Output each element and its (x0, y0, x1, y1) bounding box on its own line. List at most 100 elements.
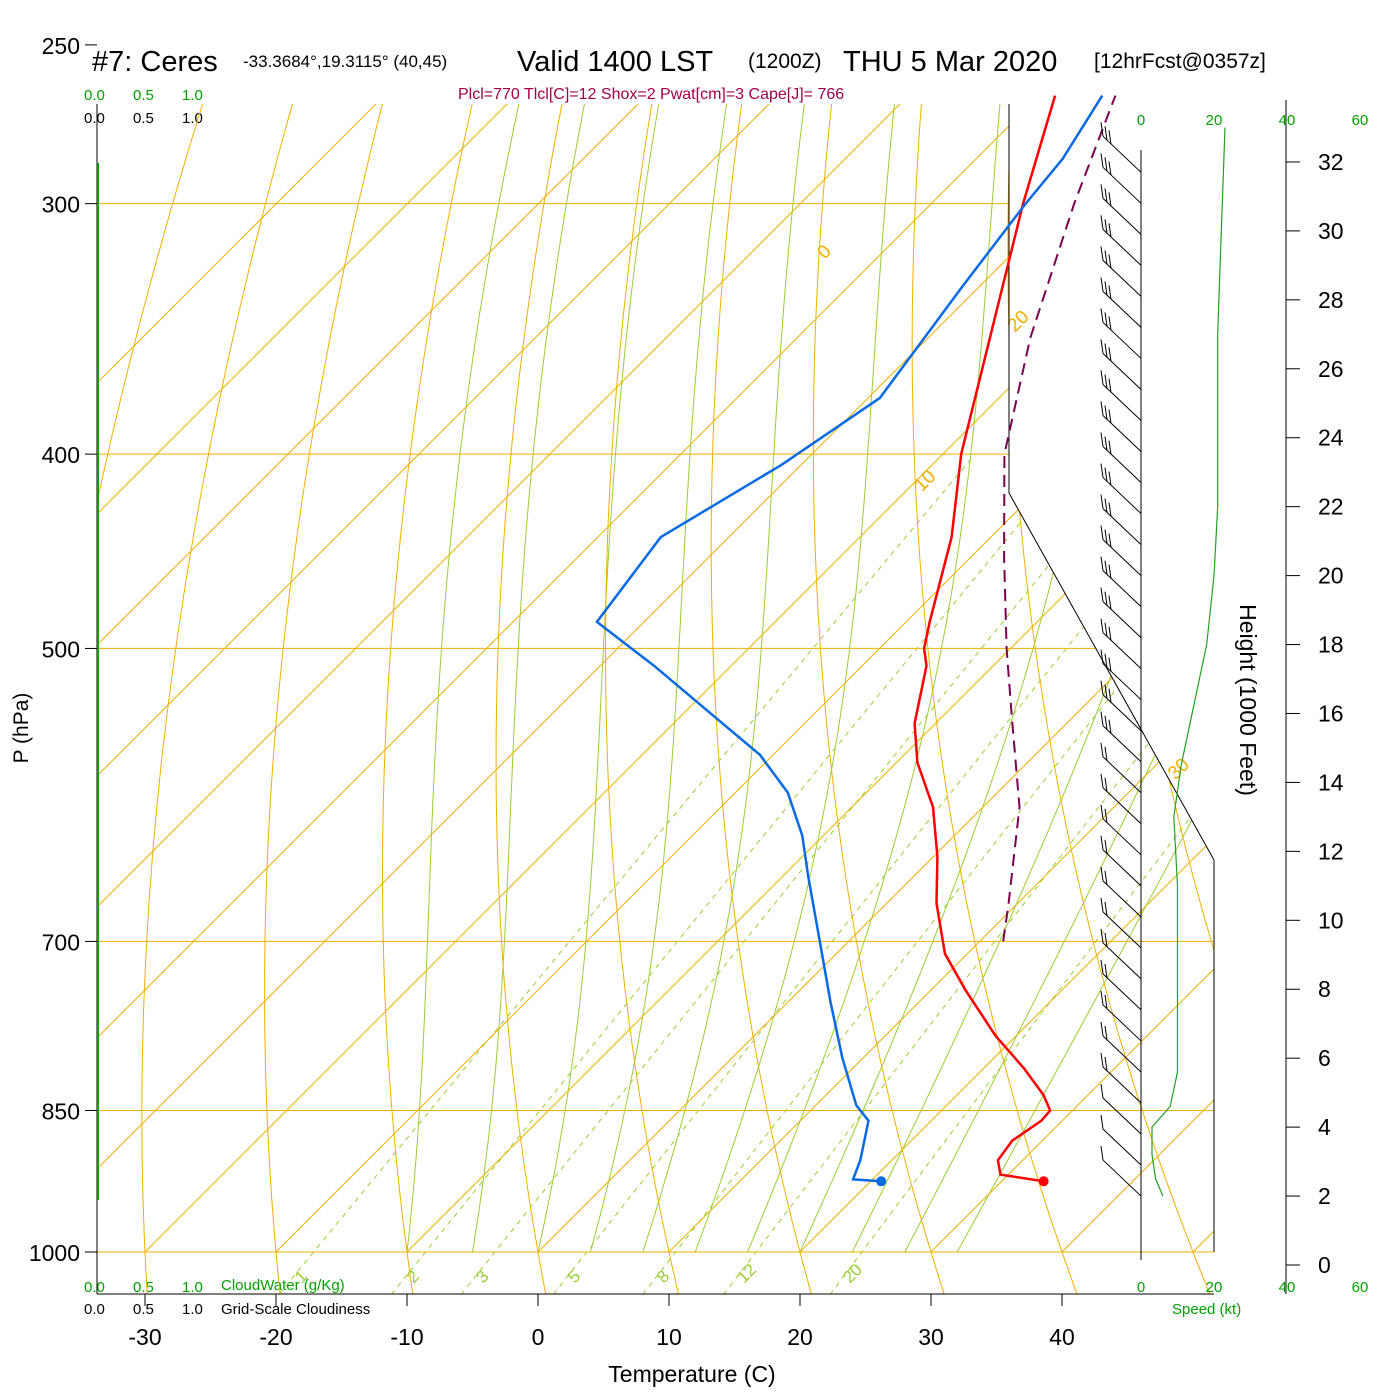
wind-barb-flag (1108, 533, 1112, 548)
height-tick-label: 28 (1318, 287, 1344, 313)
wind-barb-flag (1104, 591, 1108, 606)
wind-barb (1100, 649, 1142, 701)
surface-temperature-dot (1038, 1176, 1049, 1187)
wind-barb (1100, 215, 1142, 266)
wind-barb (1100, 401, 1142, 452)
height-tick-label: 26 (1318, 356, 1344, 382)
height-tick-label: 0 (1318, 1252, 1331, 1278)
cloud-scale-top-black-1: 0.5 (133, 110, 154, 127)
wind-barb-flag (1100, 835, 1104, 850)
height-tick-label: 2 (1318, 1183, 1331, 1209)
wind-barb-flag (1100, 1021, 1104, 1037)
wind-barb-flag (1108, 471, 1112, 486)
speed-bottom-tick: 40 (1279, 1279, 1296, 1296)
wind-barb-flag (1100, 339, 1104, 354)
wind-barb (1100, 587, 1142, 639)
wind-barb-staff (1102, 477, 1142, 514)
moist-adiabat-line (747, 104, 1028, 1253)
wind-barb-flag (1100, 370, 1104, 385)
forecast-label: [12hrFcst@0357z] (1094, 50, 1266, 73)
height-tick-label: 10 (1318, 907, 1344, 933)
wind-barb-flag (1100, 773, 1104, 788)
dry-adiabat-line (604, 104, 703, 1294)
wind-barb-staff (1102, 197, 1142, 235)
isobars (97, 203, 1214, 1253)
isotherm-line (1324, 0, 1400, 1252)
wind-barb-flag (1100, 184, 1104, 199)
cloud-scale-top-black-2: 1.0 (182, 110, 203, 127)
wind-barb-staff (1102, 260, 1142, 297)
wind-barb-flag (1100, 928, 1104, 943)
pressure-tick-label: 850 (42, 1098, 80, 1124)
wind-barb (1100, 990, 1142, 1042)
moist-adiabat-line (472, 104, 643, 1253)
isotherm-line (930, 104, 1214, 1253)
isotherm-line (668, 104, 1214, 1253)
mixing-ratio-label: 3 (472, 1267, 492, 1287)
isotherm-line (275, 104, 1214, 1253)
cloud-scale-bottom-black-1: 0.5 (133, 1301, 154, 1318)
indices-line: Plcl=770 Tlcl[C]=12 Shox=2 Pwat[cm]=3 Ca… (458, 86, 844, 103)
cloud-scale-top-green-0: 0.0 (84, 87, 105, 104)
wind-barb-flag (1104, 1056, 1108, 1072)
wind-barb-staff (1102, 508, 1142, 545)
wind-barb-flag (1104, 374, 1108, 389)
pressure-tick-label: 400 (42, 442, 80, 468)
wind-barb-flag (1104, 839, 1108, 854)
wind-barb (1100, 835, 1142, 887)
wind-barb-flag (1100, 494, 1104, 509)
cloud-scale-bottom-green-2: 1.0 (182, 1279, 203, 1296)
wind-barb-flag (1104, 250, 1108, 265)
wind-barb-flag (1100, 556, 1104, 571)
pressure-tick-label: 500 (42, 636, 80, 662)
speed-axis-title: Speed (kt) (1172, 1301, 1241, 1318)
dry-adiabat-line (97, 104, 290, 1294)
cloud-scale-bottom-black-2: 1.0 (182, 1301, 203, 1318)
height-tick-label: 8 (1318, 976, 1331, 1002)
isotherms (97, 0, 1400, 1253)
moist-adiabat-line (642, 104, 846, 1253)
wind-barb (1100, 742, 1142, 794)
wind-barb-flag (1100, 122, 1104, 137)
wind-barb (1100, 308, 1142, 359)
moist-adiabat-line (589, 104, 774, 1253)
wind-barb-flag (1104, 994, 1108, 1010)
wind-barb-flag (1108, 657, 1112, 672)
wind-barb-staff (1102, 135, 1142, 173)
wind-barb-flag (1100, 525, 1104, 540)
wind-barb-staff (1102, 1097, 1142, 1135)
speed-top-tick: 0 (1137, 112, 1145, 129)
wind-barb-flag (1104, 188, 1108, 203)
wind-barb-staff (1102, 1004, 1142, 1042)
wind-barb-staff (1102, 849, 1142, 887)
valid-date: THU 5 Mar 2020 (843, 46, 1057, 78)
mixing-ratio-line (278, 453, 976, 1294)
wind-barb-flag (1108, 440, 1112, 455)
height-tick-label: 14 (1318, 769, 1344, 795)
wind-barb-flag (1104, 529, 1108, 544)
isotherm-line (537, 104, 1214, 1253)
speed-bottom-tick: 60 (1352, 1279, 1369, 1296)
isotherm-line (1061, 104, 1214, 1253)
pressure-tick-label: 250 (42, 33, 80, 59)
mixing-ratio-line (390, 453, 1078, 1294)
wind-barb (1100, 184, 1142, 235)
wind-barb-flag (1104, 901, 1108, 916)
wind-barb-staff (1102, 942, 1142, 980)
wind-barb-staff (1102, 1066, 1142, 1104)
zulu-time: (1200Z) (748, 50, 822, 73)
wind-barb-flag (1100, 1114, 1104, 1130)
wind-barb (1100, 618, 1142, 670)
wind-barb-flag (1104, 405, 1108, 420)
wind-barb-staff (1102, 1035, 1142, 1073)
wind-barb-staff (1102, 570, 1142, 607)
wind-barb-flag (1108, 626, 1112, 641)
wind-barb-flag (1104, 467, 1108, 482)
x-tick-label: 10 (656, 1324, 682, 1350)
wind-barb-staff (1102, 539, 1142, 576)
wind-barb-flag (1100, 990, 1104, 1006)
wind-barb-staff (1102, 694, 1142, 732)
wind-barb-flag (1108, 347, 1112, 362)
pressure-tick-label: 700 (42, 929, 80, 955)
